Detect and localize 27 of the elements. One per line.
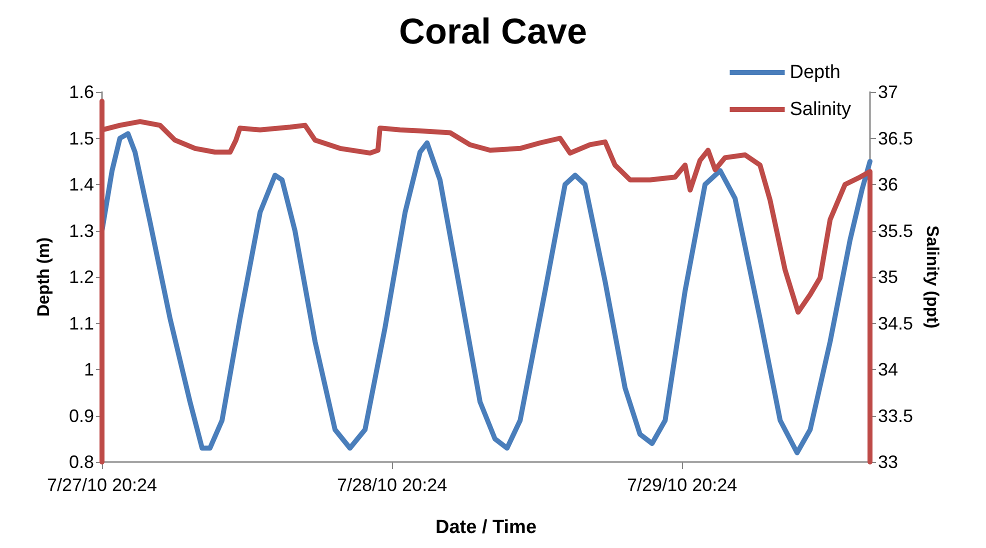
x-tick-label: 7/28/10 20:24 — [336, 475, 448, 495]
y-tick-label: 1.3 — [68, 220, 94, 241]
y2-axis-title: Salinity (ppt) — [922, 226, 942, 328]
legend-label: Salinity — [790, 99, 852, 120]
x-tick-label: 7/27/10 20:24 — [46, 475, 158, 495]
x-tick-label: 7/29/10 20:24 — [627, 475, 738, 495]
y2-tick-label: 33 — [878, 452, 898, 472]
y2-tick-label: 36.5 — [878, 128, 914, 148]
x-axis-title: Date / Time — [435, 517, 537, 538]
y-tick-label: 0.9 — [68, 406, 94, 426]
y-tick-label: 0.8 — [68, 452, 94, 472]
y-tick-label: 1.1 — [68, 313, 94, 334]
y-tick-label: 1 — [84, 360, 94, 380]
y-tick-label: 1.5 — [68, 128, 94, 148]
y2-tick-label: 35.5 — [878, 220, 914, 241]
legend-label: Depth — [790, 62, 840, 83]
y2-tick-label: 34.5 — [878, 313, 914, 334]
y-tick-label: 1.6 — [68, 82, 94, 102]
y2-tick-label: 34 — [878, 360, 898, 380]
chart-title: Coral Cave — [398, 10, 588, 52]
y-tick-label: 1.2 — [68, 267, 94, 287]
y2-tick-label: 36 — [878, 174, 898, 194]
y2-tick-label: 37 — [878, 82, 898, 102]
y2-tick-label: 35 — [878, 267, 898, 287]
y2-tick-label: 33.5 — [878, 406, 914, 426]
y-tick-label: 1.4 — [68, 174, 94, 194]
y-axis-title: Depth (m) — [34, 237, 53, 317]
